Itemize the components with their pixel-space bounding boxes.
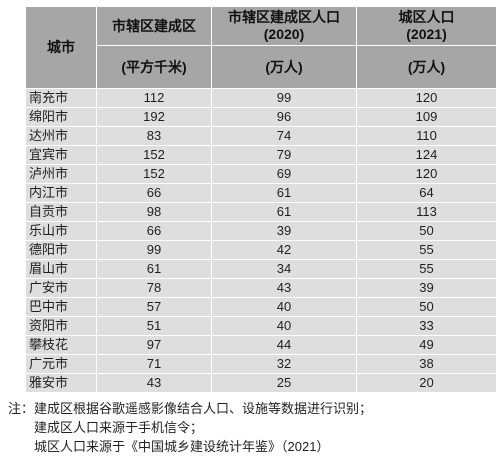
area-cell: 152 — [96, 164, 212, 184]
city-cell: 巴中市 — [25, 297, 97, 317]
area-cell: 57 — [96, 297, 212, 317]
pop2020-cell: 61 — [211, 202, 357, 222]
table-row: 广安市 78 43 39 — [25, 278, 497, 298]
pop2020-cell: 74 — [211, 126, 357, 146]
area-cell: 98 — [96, 202, 212, 222]
pop2020-cell: 61 — [211, 183, 357, 203]
table-row: 德阳市 99 42 55 — [25, 240, 497, 260]
header-pop2020-unit: (万人) — [211, 45, 357, 89]
city-cell: 泸州市 — [25, 164, 97, 184]
area-cell: 71 — [96, 354, 212, 374]
city-cell: 乐山市 — [25, 221, 97, 241]
city-cell: 内江市 — [25, 183, 97, 203]
table-row: 自贡市 98 61 113 — [25, 202, 497, 222]
city-cell: 广元市 — [25, 354, 97, 374]
city-cell: 自贡市 — [25, 202, 97, 222]
table-row: 广元市 71 32 38 — [25, 354, 497, 374]
city-data-table: 城市 市辖区建成区 市辖区建成区人口 (2020) 城区人口 (2021) (平… — [25, 6, 497, 393]
city-cell: 南充市 — [25, 88, 97, 108]
area-cell: 43 — [96, 373, 212, 393]
table-row: 内江市 66 61 64 — [25, 183, 497, 203]
pop2020-cell: 69 — [211, 164, 357, 184]
table-row: 眉山市 61 34 55 — [25, 259, 497, 279]
header-pop2021-title: 城区人口 — [398, 9, 455, 25]
table-row: 巴中市 57 40 50 — [25, 297, 497, 317]
table-row: 宜宾市 152 79 124 — [25, 145, 497, 165]
city-cell: 眉山市 — [25, 259, 97, 279]
table-row: 绵阳市 192 96 109 — [25, 107, 497, 127]
pop2021-cell: 39 — [356, 278, 497, 298]
footnotes: 注：建成区根据谷歌遥感影像结合人口、设施等数据进行识别； 建成区人口来源于手机信… — [8, 399, 372, 456]
pop2021-cell: 38 — [356, 354, 497, 374]
pop2021-cell: 120 — [356, 164, 497, 184]
pop2021-cell: 55 — [356, 259, 497, 279]
header-pop2021: 城区人口 (2021) — [356, 6, 497, 46]
pop2021-cell: 49 — [356, 335, 497, 355]
pop2021-cell: 50 — [356, 221, 497, 241]
pop2020-cell: 39 — [211, 221, 357, 241]
area-cell: 112 — [96, 88, 212, 108]
pop2021-cell: 20 — [356, 373, 497, 393]
table-body: 南充市 112 99 120 绵阳市 192 96 109 达州市 83 74 110 宜宾市 152 79… — [25, 88, 497, 393]
pop2020-cell: 44 — [211, 335, 357, 355]
table-row: 攀枝花 97 44 49 — [25, 335, 497, 355]
pop2021-cell: 55 — [356, 240, 497, 260]
area-cell: 78 — [96, 278, 212, 298]
header-area-unit: (平方千米) — [96, 45, 212, 89]
footnote-line: 注：建成区根据谷歌遥感影像结合人口、设施等数据进行识别； — [8, 401, 373, 416]
area-cell: 61 — [96, 259, 212, 279]
header-pop2021-year: (2021) — [406, 26, 447, 42]
pop2021-cell: 64 — [356, 183, 497, 203]
footnote-line: 城区人口来源于《中国城乡建设统计年鉴》（2021） — [34, 439, 330, 454]
table-row: 达州市 83 74 110 — [25, 126, 497, 146]
header-pop2020: 市辖区建成区人口 (2020) — [211, 6, 357, 46]
pop2020-cell: 79 — [211, 145, 357, 165]
city-cell: 雅安市 — [25, 373, 97, 393]
city-cell: 德阳市 — [25, 240, 97, 260]
footnote-line: 建成区人口来源于手机信令； — [34, 420, 204, 435]
area-cell: 192 — [96, 107, 212, 127]
city-cell: 攀枝花 — [25, 335, 97, 355]
city-cell: 达州市 — [25, 126, 97, 146]
pop2020-cell: 32 — [211, 354, 357, 374]
pop2020-cell: 42 — [211, 240, 357, 260]
table-row: 乐山市 66 39 50 — [25, 221, 497, 241]
city-cell: 宜宾市 — [25, 145, 97, 165]
table-row: 泸州市 152 69 120 — [25, 164, 497, 184]
pop2021-cell: 109 — [356, 107, 497, 127]
city-cell: 绵阳市 — [25, 107, 97, 127]
pop2020-cell: 43 — [211, 278, 357, 298]
area-cell: 152 — [96, 145, 212, 165]
pop2020-cell: 34 — [211, 259, 357, 279]
pop2021-cell: 113 — [356, 202, 497, 222]
header-pop2020-year: (2020) — [263, 26, 305, 42]
city-cell: 资阳市 — [25, 316, 97, 336]
pop2020-cell: 40 — [211, 297, 357, 317]
table-row: 雅安市 43 25 20 — [25, 373, 497, 393]
table-row: 南充市 112 99 120 — [25, 88, 497, 108]
header-pop2021-unit: (万人) — [356, 45, 497, 89]
area-cell: 66 — [96, 183, 212, 203]
pop2020-cell: 96 — [211, 107, 357, 127]
pop2020-cell: 25 — [211, 373, 357, 393]
table-row: 资阳市 51 40 33 — [25, 316, 497, 336]
header-area: 市辖区建成区 — [96, 6, 212, 46]
city-cell: 广安市 — [25, 278, 97, 298]
header-pop2020-title: 市辖区建成区人口 — [228, 9, 340, 25]
pop2021-cell: 124 — [356, 145, 497, 165]
area-cell: 51 — [96, 316, 212, 336]
pop2021-cell: 120 — [356, 88, 497, 108]
area-cell: 66 — [96, 221, 212, 241]
pop2021-cell: 33 — [356, 316, 497, 336]
area-cell: 83 — [96, 126, 212, 146]
pop2021-cell: 50 — [356, 297, 497, 317]
pop2020-cell: 99 — [211, 88, 357, 108]
area-cell: 97 — [96, 335, 212, 355]
pop2020-cell: 40 — [211, 316, 357, 336]
area-cell: 99 — [96, 240, 212, 260]
header-city: 城市 — [25, 6, 97, 89]
pop2021-cell: 110 — [356, 126, 497, 146]
